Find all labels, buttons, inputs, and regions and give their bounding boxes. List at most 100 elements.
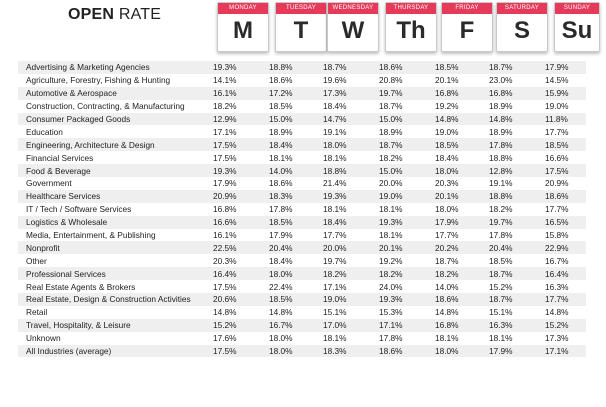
value-cell-sunday: 17.7% <box>541 202 586 216</box>
industry-cell: Consumer Packaged Goods <box>18 112 209 126</box>
table-row: Advertising & Marketing Agencies 19.3% 18.… <box>18 61 586 74</box>
value-cell-monday: 17.5% <box>209 344 265 358</box>
value-cell-friday: 16.8% <box>431 318 485 332</box>
value-cell-friday: 20.3% <box>431 177 485 190</box>
table-row: Engineering, Architecture & Design 17.5% 1… <box>18 138 586 152</box>
table-row: Media, Entertainment, & Publishing 16.1% 1… <box>18 228 586 242</box>
industry-cell: Retail <box>18 305 209 319</box>
value-cell-monday: 16.6% <box>209 215 265 229</box>
value-cell-friday: 18.4% <box>431 151 485 165</box>
value-cell-saturday: 19.1% <box>485 177 541 190</box>
value-cell-wednesday: 19.0% <box>319 293 375 306</box>
value-cell-wednesday: 18.8% <box>319 164 375 178</box>
value-cell-tuesday: 18.6% <box>265 177 319 190</box>
value-cell-friday: 18.5% <box>431 61 485 74</box>
industry-cell: Government <box>18 177 209 190</box>
title-bold: OPEN <box>68 6 115 23</box>
value-cell-monday: 14.1% <box>209 73 265 87</box>
value-cell-tuesday: 17.2% <box>265 86 319 100</box>
value-cell-thursday: 15.3% <box>375 305 431 319</box>
value-cell-tuesday: 22.4% <box>265 280 319 294</box>
value-cell-sunday: 17.7% <box>541 293 586 306</box>
value-cell-tuesday: 18.4% <box>265 254 319 268</box>
value-cell-wednesday: 17.7% <box>319 228 375 242</box>
value-cell-wednesday: 17.0% <box>319 318 375 332</box>
table-row: Healthcare Services 20.9% 18.3% 19.3% 19.0% 2… <box>18 189 586 203</box>
value-cell-tuesday: 14.0% <box>265 164 319 178</box>
day-name-label: MONDAY <box>218 3 268 14</box>
value-cell-thursday: 17.8% <box>375 331 431 345</box>
day-card-thursday: THURSDAY Th <box>385 2 437 52</box>
value-cell-friday: 19.0% <box>431 125 485 139</box>
value-cell-tuesday: 15.0% <box>265 112 319 126</box>
value-cell-wednesday: 21.4% <box>319 177 375 190</box>
value-cell-wednesday: 17.3% <box>319 86 375 100</box>
value-cell-monday: 16.4% <box>209 267 265 281</box>
value-cell-thursday: 20.0% <box>375 177 431 190</box>
table-row: Food & Beverage 19.3% 14.0% 18.8% 15.0% 18.0%… <box>18 164 586 178</box>
value-cell-thursday: 19.2% <box>375 254 431 268</box>
table-row: Nonprofit 22.5% 20.4% 20.0% 20.1% 20.2% 20.4% 2… <box>18 241 586 255</box>
value-cell-sunday: 18.5% <box>541 138 586 152</box>
table-row: Other 20.3% 18.4% 19.7% 19.2% 18.7% 18.5% 16.7% <box>18 254 586 268</box>
value-cell-wednesday: 18.1% <box>319 202 375 216</box>
value-cell-monday: 19.3% <box>209 164 265 178</box>
value-cell-sunday: 16.7% <box>541 254 586 268</box>
value-cell-sunday: 18.6% <box>541 189 586 203</box>
value-cell-sunday: 14.8% <box>541 305 586 319</box>
value-cell-wednesday: 19.6% <box>319 73 375 87</box>
value-cell-monday: 18.2% <box>209 99 265 113</box>
value-cell-tuesday: 20.4% <box>265 241 319 255</box>
value-cell-wednesday: 19.7% <box>319 254 375 268</box>
value-cell-monday: 20.3% <box>209 254 265 268</box>
industry-cell: All Industries (average) <box>18 344 209 358</box>
value-cell-sunday: 16.6% <box>541 151 586 165</box>
day-card-sunday: SUNDAY Su <box>554 2 600 52</box>
table-row: Real Estate, Design & Construction Activ… <box>18 293 586 306</box>
value-cell-saturday: 15.2% <box>485 280 541 294</box>
value-cell-thursday: 18.7% <box>375 138 431 152</box>
table-row: Real Estate Agents & Brokers 17.5% 22.4% 17… <box>18 280 586 294</box>
value-cell-sunday: 17.5% <box>541 164 586 178</box>
industry-cell: IT / Tech / Software Services <box>18 202 209 216</box>
value-cell-sunday: 15.2% <box>541 318 586 332</box>
value-cell-tuesday: 18.0% <box>265 331 319 345</box>
value-cell-wednesday: 18.4% <box>319 99 375 113</box>
table-row: Retail 14.8% 14.8% 15.1% 15.3% 14.8% 15.1% 14.8… <box>18 305 586 319</box>
day-name-label: WEDNESDAY <box>328 3 378 14</box>
value-cell-monday: 20.9% <box>209 189 265 203</box>
value-cell-monday: 15.2% <box>209 318 265 332</box>
value-cell-thursday: 19.3% <box>375 293 431 306</box>
value-cell-sunday: 22.9% <box>541 241 586 255</box>
value-cell-monday: 17.9% <box>209 177 265 190</box>
value-cell-saturday: 17.8% <box>485 138 541 152</box>
value-cell-saturday: 23.0% <box>485 73 541 87</box>
value-cell-saturday: 18.8% <box>485 189 541 203</box>
value-cell-sunday: 17.3% <box>541 331 586 345</box>
table-row: Automotive & Aerospace 16.1% 17.2% 17.3% 19.… <box>18 86 586 100</box>
value-cell-sunday: 15.8% <box>541 228 586 242</box>
value-cell-monday: 16.1% <box>209 86 265 100</box>
value-cell-tuesday: 14.8% <box>265 305 319 319</box>
value-cell-friday: 20.1% <box>431 189 485 203</box>
value-cell-monday: 12.9% <box>209 112 265 126</box>
value-cell-sunday: 15.9% <box>541 86 586 100</box>
value-cell-monday: 22.5% <box>209 241 265 255</box>
value-cell-saturday: 18.2% <box>485 202 541 216</box>
value-cell-thursday: 15.0% <box>375 112 431 126</box>
value-cell-thursday: 19.7% <box>375 86 431 100</box>
value-cell-saturday: 19.7% <box>485 215 541 229</box>
value-cell-sunday: 16.3% <box>541 280 586 294</box>
day-abbr-label: W <box>341 17 365 44</box>
value-cell-sunday: 14.5% <box>541 73 586 87</box>
value-cell-saturday: 15.1% <box>485 305 541 319</box>
table-row: Agriculture, Forestry, Fishing & Hunting… <box>18 73 586 87</box>
value-cell-friday: 18.7% <box>431 254 485 268</box>
value-cell-thursday: 18.7% <box>375 99 431 113</box>
value-cell-tuesday: 16.7% <box>265 318 319 332</box>
value-cell-wednesday: 18.4% <box>319 215 375 229</box>
value-cell-saturday: 17.8% <box>485 228 541 242</box>
industry-cell: Food & Beverage <box>18 164 209 178</box>
value-cell-wednesday: 18.2% <box>319 267 375 281</box>
industry-cell: Real Estate Agents & Brokers <box>18 280 209 294</box>
